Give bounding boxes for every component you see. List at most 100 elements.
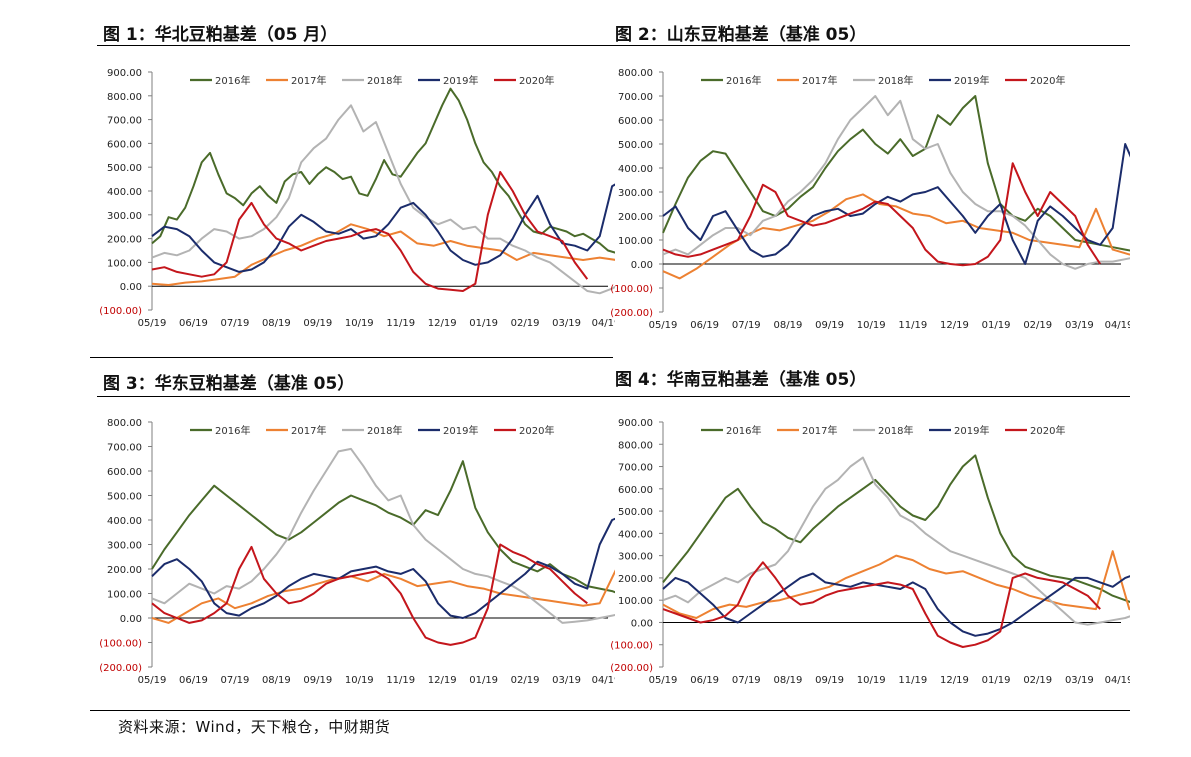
x-tick-label: 04/19	[1105, 675, 1130, 686]
series-line-2017	[662, 550, 1130, 619]
x-tick-label: 07/19	[732, 320, 761, 331]
y-tick-label: 800.00	[618, 440, 653, 451]
y-tick-label: 500.00	[618, 140, 653, 151]
y-tick-label: 700.00	[618, 92, 653, 103]
y-tick-label: 0.00	[631, 260, 653, 271]
x-tick-label: 01/19	[982, 675, 1011, 686]
y-tick-label: 500.00	[107, 492, 142, 503]
y-tick-label: 200.00	[107, 565, 142, 576]
y-tick-label: 500.00	[107, 163, 142, 174]
chart-2-title: 图 2：山东豆粕基差（基准 05）	[615, 25, 867, 45]
x-tick-label: 11/19	[386, 318, 415, 329]
x-tick-label: 10/19	[345, 318, 374, 329]
x-tick-label: 06/19	[690, 320, 719, 331]
series-line-2019	[662, 572, 1130, 637]
y-tick-label: 600.00	[618, 485, 653, 496]
x-tick-label: 12/19	[428, 675, 457, 686]
y-tick-label: 0.00	[631, 618, 653, 629]
x-tick-label: 09/19	[815, 675, 844, 686]
series-line-2018	[662, 95, 1130, 270]
series-line-2020	[151, 543, 588, 646]
x-tick-label: 11/19	[386, 675, 415, 686]
y-tick-label: (200.00)	[610, 663, 653, 674]
x-tick-label: 06/19	[179, 318, 208, 329]
chart-3: (200.00) (100.00) 0.00 100.00 200.00 300.00 40…	[99, 418, 615, 686]
x-tick-label: 08/19	[773, 675, 802, 686]
y-tick-label: 100.00	[618, 596, 653, 607]
y-tick-label: (100.00)	[610, 641, 653, 652]
series-line-2019	[151, 517, 615, 619]
chart-1-title-rule	[97, 45, 613, 46]
y-tick-label: 600.00	[618, 116, 653, 127]
x-tick-label: 03/19	[1065, 675, 1094, 686]
x-tick-label: 07/19	[732, 675, 761, 686]
x-tick-label: 02/19	[511, 318, 540, 329]
y-tick-label: 800.00	[107, 92, 142, 103]
series-line-2016	[662, 95, 1130, 252]
chart-3-title-rule	[97, 396, 613, 397]
y-tick-label: (100.00)	[99, 639, 142, 650]
x-tick-label: 06/19	[690, 675, 719, 686]
x-tick-label: 12/19	[940, 675, 969, 686]
chart-3-top-rule	[90, 357, 613, 358]
y-tick-label: 0.00	[120, 614, 142, 625]
y-tick-label: 300.00	[618, 552, 653, 563]
y-tick-label: 800.00	[618, 68, 653, 79]
y-tick-label: 700.00	[107, 443, 142, 454]
y-tick-label: 300.00	[618, 188, 653, 199]
legend-label: 2018年	[878, 74, 913, 87]
x-tick-label: 01/19	[469, 318, 498, 329]
x-tick-label: 04/19	[592, 318, 615, 329]
x-tick-label: 11/19	[898, 675, 927, 686]
y-tick-label: (200.00)	[99, 663, 142, 674]
legend-label: 2020年	[519, 424, 554, 437]
legend-label: 2017年	[291, 74, 326, 87]
y-tick-label: 900.00	[618, 418, 653, 429]
x-tick-label: 04/19	[592, 675, 615, 686]
x-tick-label: 07/19	[220, 675, 249, 686]
series-line-2016	[662, 454, 1130, 603]
y-tick-label: 400.00	[618, 529, 653, 540]
y-tick-label: 700.00	[107, 116, 142, 127]
y-tick-label: 700.00	[618, 463, 653, 474]
x-tick-label: 10/19	[857, 320, 886, 331]
legend-label: 2018年	[367, 424, 402, 437]
chart-2-title-rule	[612, 45, 1130, 46]
y-tick-label: 200.00	[618, 212, 653, 223]
y-tick-label: 100.00	[107, 258, 142, 269]
legend-label: 2017年	[802, 74, 837, 87]
x-tick-label: 08/19	[262, 318, 291, 329]
x-tick-label: 02/19	[1023, 675, 1052, 686]
y-tick-label: 100.00	[107, 590, 142, 601]
y-tick-label: (200.00)	[610, 308, 653, 319]
x-tick-label: 04/19	[1105, 320, 1130, 331]
legend-label: 2020年	[1030, 424, 1065, 437]
chart-4-title-rule	[612, 396, 1130, 397]
legend-label: 2016年	[726, 424, 761, 437]
legend-label: 2016年	[215, 74, 250, 87]
y-tick-label: 400.00	[618, 164, 653, 175]
y-tick-label: (100.00)	[99, 306, 142, 317]
x-tick-label: 05/19	[649, 320, 678, 331]
y-tick-label: 400.00	[107, 516, 142, 527]
legend-label: 2017年	[802, 424, 837, 437]
x-tick-label: 09/19	[815, 320, 844, 331]
y-tick-label: 0.00	[120, 282, 142, 293]
x-tick-label: 07/19	[220, 318, 249, 329]
x-tick-label: 08/19	[773, 320, 802, 331]
legend-label: 2019年	[954, 424, 989, 437]
x-tick-label: 09/19	[303, 675, 332, 686]
x-tick-label: 10/19	[345, 675, 374, 686]
x-tick-label: 05/19	[649, 675, 678, 686]
y-tick-label: 200.00	[618, 574, 653, 585]
y-tick-label: 300.00	[107, 541, 142, 552]
y-tick-label: 200.00	[107, 235, 142, 246]
legend-label: 2018年	[878, 424, 913, 437]
x-tick-label: 01/19	[469, 675, 498, 686]
x-tick-label: 10/19	[857, 675, 886, 686]
y-tick-label: 400.00	[107, 187, 142, 198]
y-tick-label: 900.00	[107, 68, 142, 79]
series-line-2016	[151, 460, 615, 594]
x-tick-label: 02/19	[1023, 320, 1052, 331]
source-note: 资料来源：Wind，天下粮仓，中财期货	[118, 718, 391, 736]
